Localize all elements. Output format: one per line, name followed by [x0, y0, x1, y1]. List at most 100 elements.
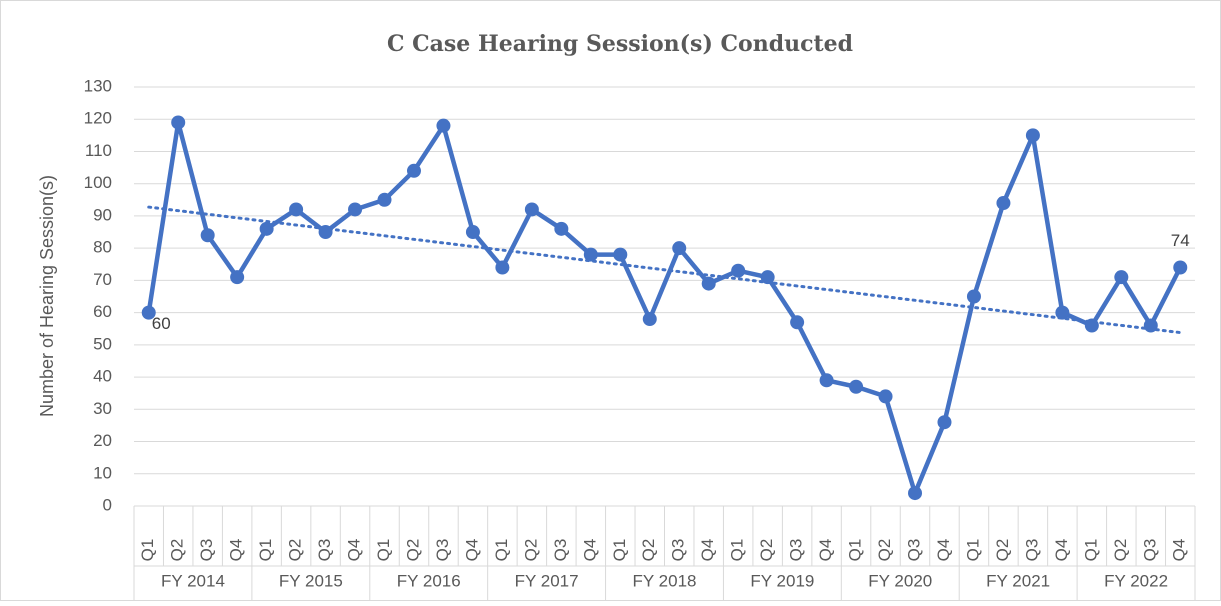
- data-point: [1055, 305, 1070, 320]
- data-point: [760, 270, 775, 285]
- data-label: 60: [152, 314, 171, 333]
- data-point: [289, 202, 304, 217]
- x-tick-label: Q1: [963, 539, 982, 562]
- x-tick-label: Q3: [551, 539, 570, 562]
- data-point: [613, 247, 628, 262]
- data-point: [436, 118, 451, 133]
- data-point: [230, 270, 245, 285]
- x-tick-label: Q2: [521, 539, 540, 562]
- x-tick-label: Q4: [462, 539, 481, 562]
- data-point: [377, 192, 392, 207]
- data-point: [141, 305, 156, 320]
- x-tick-label: Q2: [875, 539, 894, 562]
- data-point: [406, 163, 421, 178]
- data-point: [672, 241, 687, 256]
- data-point: [1173, 260, 1188, 275]
- x-tick-label: Q3: [197, 539, 216, 562]
- group-label: FY 2017: [515, 571, 579, 590]
- x-tick-label: Q3: [904, 539, 923, 562]
- x-tick-label: Q2: [639, 539, 658, 562]
- x-tick-label: Q4: [934, 539, 953, 562]
- y-tick-label: 50: [93, 334, 112, 353]
- x-tick-label: Q4: [227, 539, 246, 562]
- y-tick-label: 60: [93, 302, 112, 321]
- data-point: [465, 225, 480, 240]
- x-tick-label: Q3: [1022, 539, 1041, 562]
- x-tick-label: Q4: [345, 539, 364, 562]
- x-tick-label: Q1: [492, 539, 511, 562]
- data-point: [1143, 318, 1158, 333]
- y-tick-label: 120: [84, 109, 112, 128]
- x-tick-label: Q4: [1170, 539, 1189, 562]
- y-tick-label: 90: [93, 205, 112, 224]
- data-point: [524, 202, 539, 217]
- data-point: [790, 315, 805, 330]
- x-tick-label: Q2: [286, 539, 305, 562]
- data-point: [554, 221, 569, 236]
- x-tick-label: Q3: [315, 539, 334, 562]
- data-point: [171, 115, 186, 130]
- x-tick-label: Q1: [374, 539, 393, 562]
- y-tick-label: 100: [84, 173, 112, 192]
- y-tick-label: 130: [84, 76, 112, 95]
- group-label: FY 2020: [868, 571, 932, 590]
- x-tick-label: Q4: [1052, 539, 1071, 562]
- x-tick-label: Q1: [256, 539, 275, 562]
- y-tick-label: 40: [93, 367, 112, 386]
- x-tick-label: Q2: [993, 539, 1012, 562]
- x-tick-label: Q2: [757, 539, 776, 562]
- x-tick-label: Q2: [168, 539, 187, 562]
- data-point: [583, 247, 598, 262]
- chart-title: C Case Hearing Session(s) Conducted: [387, 31, 853, 57]
- data-point: [819, 373, 834, 388]
- x-tick-label: Q1: [846, 539, 865, 562]
- y-tick-label: 10: [93, 463, 112, 482]
- data-label: 74: [1171, 231, 1190, 250]
- data-point: [701, 276, 716, 291]
- x-tick-label: Q1: [1081, 539, 1100, 562]
- x-tick-label: Q2: [403, 539, 422, 562]
- group-label: FY 2021: [986, 571, 1050, 590]
- x-tick-label: Q4: [698, 539, 717, 562]
- data-point: [937, 415, 952, 430]
- y-tick-label: 80: [93, 238, 112, 257]
- data-point: [200, 228, 215, 243]
- data-point: [259, 221, 274, 236]
- x-tick-label: Q4: [816, 539, 835, 562]
- x-tick-label: Q3: [669, 539, 688, 562]
- y-tick-label: 20: [93, 431, 112, 450]
- x-tick-label: Q3: [433, 539, 452, 562]
- group-label: FY 2014: [161, 571, 225, 590]
- y-tick-label: 0: [103, 495, 112, 514]
- data-point: [1084, 318, 1099, 333]
- data-point: [642, 312, 657, 327]
- data-point: [495, 260, 510, 275]
- group-label: FY 2016: [397, 571, 461, 590]
- data-point: [966, 289, 981, 304]
- group-label: FY 2022: [1104, 571, 1168, 590]
- data-point: [348, 202, 363, 217]
- data-point: [1114, 270, 1129, 285]
- data-point: [731, 263, 746, 278]
- group-label: FY 2015: [279, 571, 343, 590]
- data-point: [318, 225, 333, 240]
- x-tick-label: Q1: [728, 539, 747, 562]
- y-tick-label: 110: [85, 141, 112, 160]
- x-tick-label: Q4: [580, 539, 599, 562]
- x-tick-label: Q3: [787, 539, 806, 562]
- y-tick-label: 30: [93, 399, 112, 418]
- x-tick-label: Q1: [610, 539, 629, 562]
- y-axis-title: Number of Hearing Session(s): [37, 175, 57, 417]
- x-tick-label: Q1: [138, 539, 157, 562]
- trendline: [147, 205, 1182, 335]
- data-point: [849, 379, 864, 394]
- data-point: [996, 196, 1011, 211]
- data-point: [878, 389, 893, 404]
- x-tick-label: Q3: [1140, 539, 1159, 562]
- group-label: FY 2019: [750, 571, 814, 590]
- data-point: [908, 486, 923, 501]
- group-label: FY 2018: [633, 571, 697, 590]
- y-tick-label: 70: [93, 270, 112, 289]
